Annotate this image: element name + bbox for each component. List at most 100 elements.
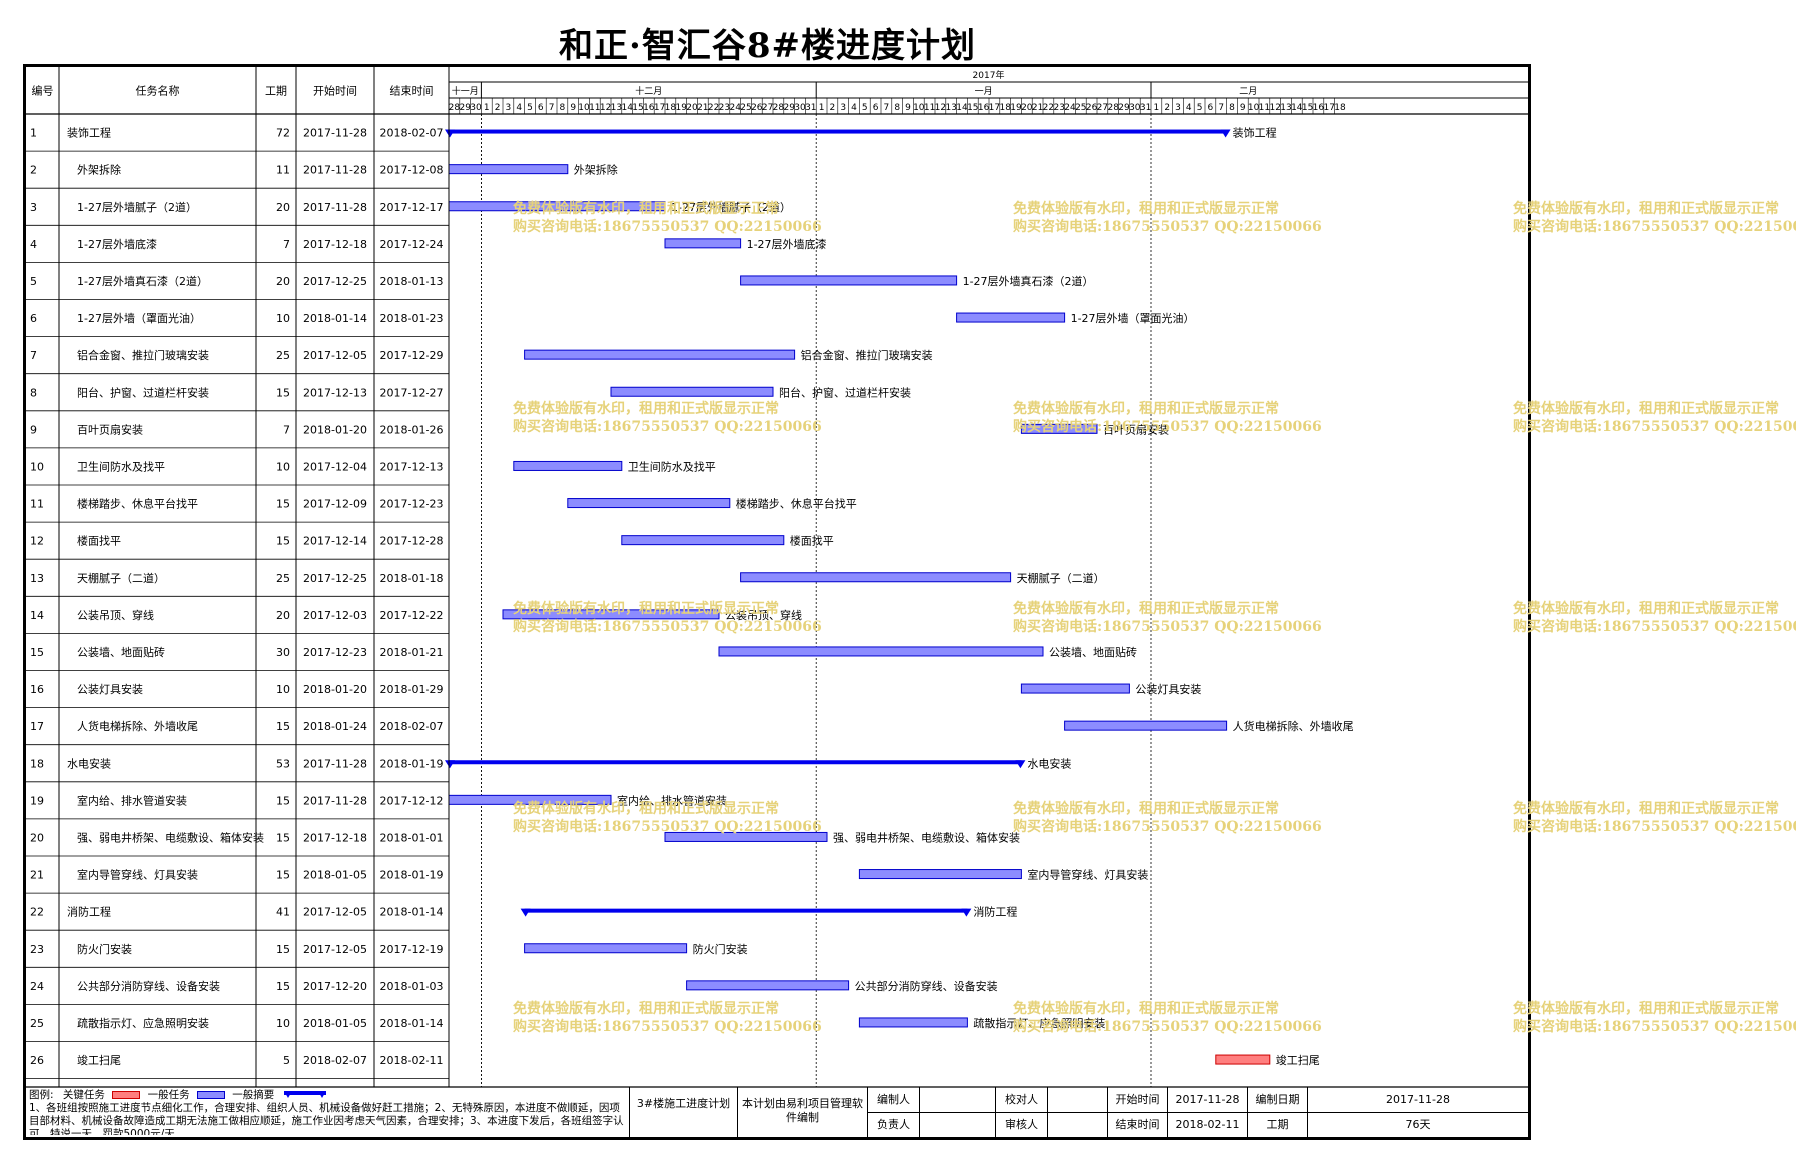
column-header-name: 任务名称 (136, 84, 180, 98)
timeline-day: 18 (999, 103, 1011, 113)
task-bar-label: 1-27层外墙底漆 (747, 237, 827, 251)
task-bar (1020, 683, 1130, 694)
task-id: 18 (30, 757, 44, 770)
legend-summary-label: 一般摘要 (232, 1089, 275, 1101)
task-end: 2018-01-19 (380, 757, 444, 770)
footer-row-divider (867, 1112, 1528, 1113)
timeline-day: 25 (740, 103, 751, 113)
task-bar-label: 百叶页扇安装 (1103, 422, 1169, 436)
timeline-day: 14 (621, 103, 633, 113)
made-date-label: 编制日期 (1247, 1087, 1307, 1112)
task-name: 公装吊顶、穿线 (77, 608, 154, 622)
task-duration: 15 (276, 794, 290, 807)
timeline-day: 14 (1291, 103, 1303, 113)
timeline-day: 28 (1107, 103, 1119, 113)
task-bar-label: 室内给、排水管道安装 (617, 793, 727, 807)
timeline-day: 6 (873, 103, 879, 113)
duration-value: 76天 (1307, 1112, 1528, 1137)
task-duration: 5 (283, 1054, 290, 1067)
task-end: 2018-01-18 (380, 572, 444, 585)
timeline-day: 10 (1248, 103, 1260, 113)
timeline-day: 29 (783, 103, 795, 113)
timeline-month: 十一月 (452, 85, 479, 97)
timeline-day: 5 (1197, 103, 1203, 113)
task-duration: 25 (276, 572, 290, 585)
timeline-day: 17 (654, 103, 665, 113)
task-name: 外架拆除 (77, 163, 121, 177)
task-bar-label: 外架拆除 (574, 163, 618, 177)
task-start: 2017-11-28 (303, 164, 367, 177)
checker-label: 校对人 (995, 1087, 1047, 1112)
task-end: 2017-12-27 (380, 386, 444, 399)
summary-end-marker (1220, 129, 1231, 138)
timeline-day: 13 (945, 103, 956, 113)
timeline-day: 3 (1175, 103, 1181, 113)
task-start: 2017-12-18 (303, 238, 367, 251)
task-duration: 11 (276, 164, 290, 177)
timeline-day: 19 (675, 103, 687, 113)
task-start: 2017-12-18 (303, 831, 367, 844)
made-date-value: 2017-11-28 (1307, 1087, 1528, 1112)
timeline-day: 30 (794, 103, 806, 113)
timeline-day: 1 (1154, 103, 1160, 113)
task-bar (448, 164, 569, 175)
task-bar-label: 疏散指示灯、应急照明安装 (973, 1016, 1105, 1030)
timeline-day: 6 (538, 103, 544, 113)
timeline-day: 25 (1075, 103, 1086, 113)
timeline-day: 30 (470, 103, 482, 113)
software-note: 本计划由易利项目管理软件编制 (737, 1087, 867, 1137)
watermark-line-2: 购买咨询电话:18675550537 QQ:22150066 (1513, 819, 1796, 835)
task-end: 2017-12-22 (380, 609, 444, 622)
task-id: 24 (30, 980, 44, 993)
summary-bar (524, 908, 968, 913)
task-id: 8 (30, 386, 37, 399)
summary-end-marker (961, 908, 972, 917)
column-header-end: 结束时间 (390, 85, 434, 98)
timeline-day: 9 (905, 103, 911, 113)
task-end: 2018-01-23 (380, 312, 444, 325)
task-name: 1-27层外墙真石漆（2道） (77, 274, 208, 288)
timeline-day: 10 (578, 103, 590, 113)
task-bar-label: 阳台、护窗、过道栏杆安装 (779, 385, 911, 399)
task-end: 2018-01-21 (380, 646, 444, 659)
task-id: 12 (30, 535, 44, 548)
timeline-day: 11 (924, 103, 935, 113)
task-duration: 7 (283, 423, 290, 436)
timeline-day: 10 (913, 103, 925, 113)
task-bar (621, 535, 785, 546)
task-name: 楼面找平 (77, 534, 121, 548)
timeline-day: 12 (600, 103, 611, 113)
task-bar (858, 1017, 968, 1028)
task-end: 2018-02-07 (380, 127, 444, 140)
watermark-text: 免费体验版有水印，租用和正式版显示正常 购买咨询电话:18675550537 QQ… (1513, 600, 1796, 636)
task-duration: 15 (276, 831, 290, 844)
task-id: 3 (30, 201, 37, 214)
timeline-day: 4 (1186, 103, 1192, 113)
timeline-day: 22 (1043, 103, 1054, 113)
page-title: 和正·智汇谷8#楼进度计划 (559, 26, 976, 66)
task-id: 10 (30, 460, 44, 473)
task-start: 2018-01-20 (303, 683, 367, 696)
timeline-day: 24 (1064, 103, 1076, 113)
legend-and-notes: 图例: 关键任务 一般任务 一般摘要 1、各班组按照施工进度节点细化工作，合理安… (29, 1089, 627, 1135)
task-id: 9 (30, 423, 37, 436)
timeline-day: 27 (1097, 103, 1108, 113)
task-bar (502, 609, 720, 620)
task-bar-label: 1-27层外墙真石漆（2道） (963, 274, 1094, 288)
timeline-day: 13 (611, 103, 622, 113)
timeline-day: 16 (978, 103, 990, 113)
task-end: 2018-02-11 (380, 1054, 444, 1067)
task-end: 2018-02-07 (380, 720, 444, 733)
task-id: 7 (30, 349, 37, 362)
timeline-day: 26 (751, 103, 763, 113)
timeline-day: 2 (830, 103, 836, 113)
timeline-day: 11 (1259, 103, 1270, 113)
task-start: 2017-12-05 (303, 943, 367, 956)
task-bar-label: 天棚腻子（二道） (1017, 571, 1105, 585)
task-bar-label: 人货电梯拆除、外墙收尾 (1233, 719, 1354, 733)
task-id: 22 (30, 906, 44, 919)
timeline-day: 31 (805, 103, 816, 113)
task-start: 2017-12-13 (303, 386, 367, 399)
task-end: 2017-12-08 (380, 164, 444, 177)
task-name: 消防工程 (67, 905, 111, 919)
